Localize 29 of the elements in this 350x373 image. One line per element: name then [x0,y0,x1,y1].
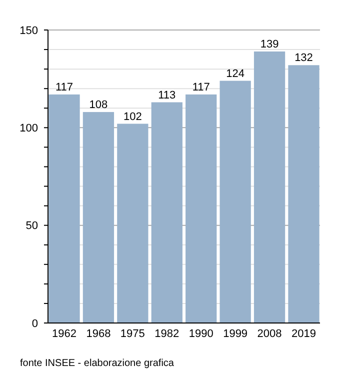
data-label: 108 [89,99,108,112]
data-label: 132 [294,52,313,64]
x-tick-label: 1962 [52,328,76,340]
bar [82,112,114,323]
bar [254,51,286,323]
x-tick-label: 2019 [292,328,316,340]
bar [288,65,320,323]
y-tick-label: 150 [20,24,38,37]
bar [220,80,251,323]
data-label: 124 [226,68,244,80]
x-tick-label: 1982 [154,328,180,340]
bar [186,94,217,323]
bar [48,94,80,323]
bar [151,102,182,323]
x-tick-label: 1990 [188,328,214,340]
y-tick-label: 50 [26,220,38,232]
data-label: 139 [260,38,279,50]
y-tick-label: 100 [20,122,38,135]
x-tick-label: 2008 [257,328,282,340]
x-tick-label: 1999 [223,328,248,340]
x-tick-label: 1975 [120,328,145,340]
y-tick-label: 0 [32,318,38,330]
source-note: fonte INSEE - elaborazione grafica [20,358,174,369]
bar [117,124,148,323]
data-label: 102 [124,110,142,123]
x-tick-label: 1968 [86,328,111,340]
data-label: 113 [158,89,176,102]
data-label: 117 [55,81,74,94]
data-label: 117 [192,81,210,94]
